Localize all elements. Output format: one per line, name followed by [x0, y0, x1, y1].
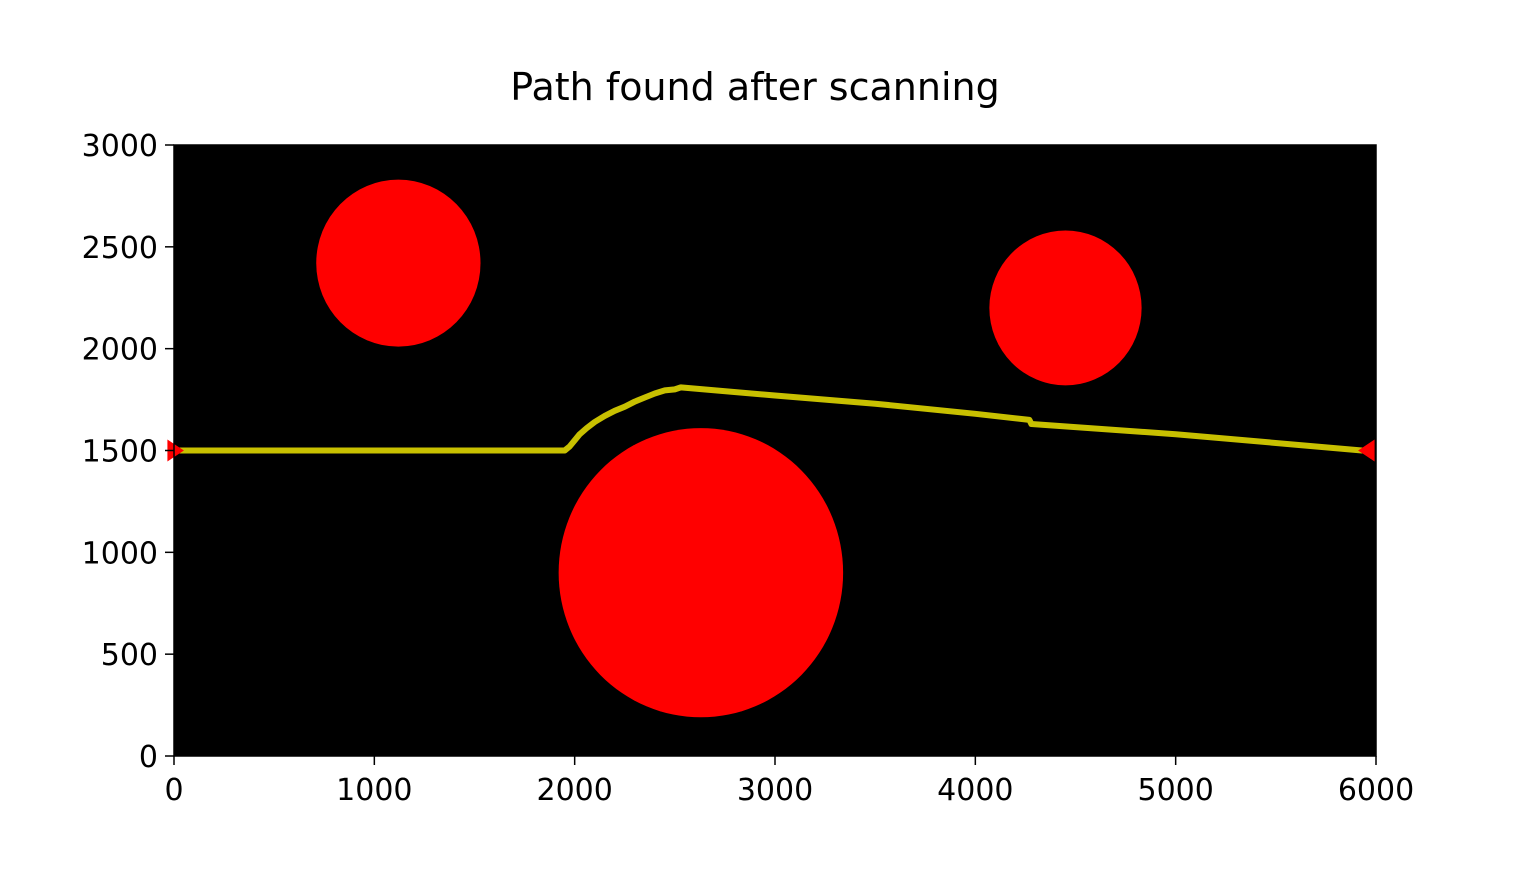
- y-tick-label: 1000: [82, 536, 158, 571]
- x-tick-label: 1000: [336, 773, 412, 808]
- path-layer: [171, 384, 1365, 454]
- y-tick-label: 1500: [82, 435, 158, 470]
- obstacles-layer: [316, 179, 1142, 718]
- y-tick-label: 2500: [82, 231, 158, 266]
- x-tick-label: 0: [164, 773, 183, 808]
- markers-layer: [167, 439, 1375, 462]
- obstacle-circle-2: [558, 428, 844, 718]
- x-tick-label: 6000: [1338, 773, 1414, 808]
- obstacle-circle-3: [989, 230, 1142, 386]
- y-tick-label: 2000: [82, 333, 158, 368]
- y-tick-label: 3000: [82, 129, 158, 164]
- obstacle-circle-1: [316, 179, 481, 347]
- y-tick-label: 0: [139, 740, 158, 775]
- start-marker: [167, 439, 184, 462]
- y-tick-label: 500: [101, 638, 158, 673]
- chart-title: Path found after scanning: [510, 65, 999, 109]
- y-axis: 0 500 1000 1500 2000 2500 3000: [82, 129, 174, 775]
- x-axis: 0 1000 2000 3000 4000 5000 6000: [164, 756, 1414, 808]
- x-tick-label: 2000: [536, 773, 612, 808]
- goal-marker: [1358, 439, 1375, 462]
- x-tick-label: 5000: [1137, 773, 1213, 808]
- x-tick-label: 3000: [737, 773, 813, 808]
- plot-frame: [173, 144, 1377, 757]
- x-tick-label: 4000: [937, 773, 1013, 808]
- path-line: [171, 384, 1365, 454]
